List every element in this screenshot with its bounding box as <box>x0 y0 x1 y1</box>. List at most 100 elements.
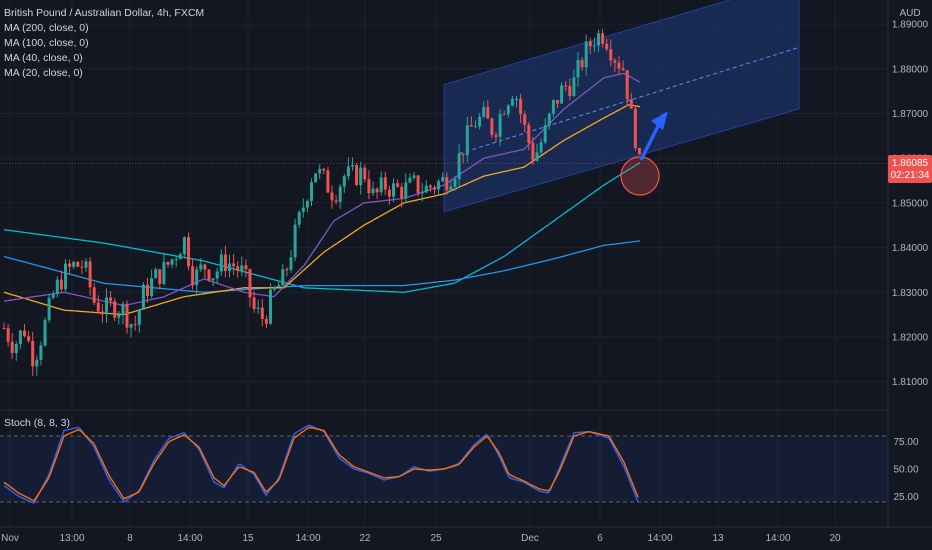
candle-body <box>461 153 465 156</box>
candle-body <box>629 99 633 109</box>
time-tick-label: 13:00 <box>59 533 84 544</box>
candle-body <box>469 125 473 127</box>
candle-body <box>551 100 555 114</box>
stoch-tick-label: 75.00 <box>893 437 918 448</box>
candle-body <box>330 192 334 201</box>
candle-body <box>326 170 330 193</box>
price-tick-label: 1.88000 <box>892 64 929 75</box>
stoch-axis[interactable]: 75.00 50.00 25.00 <box>893 437 918 503</box>
candle-body <box>584 41 588 68</box>
candle-body <box>338 186 342 202</box>
candle-body <box>453 179 457 187</box>
candle-body <box>605 43 609 50</box>
candle-body <box>322 168 326 171</box>
candle-body <box>633 108 637 148</box>
candle-body <box>150 278 154 297</box>
ma-line-2 <box>3 240 641 293</box>
candle-body <box>125 303 129 328</box>
candle-body <box>244 265 248 270</box>
projection-arrow-head[interactable] <box>651 111 668 130</box>
candle-body <box>76 261 80 267</box>
candle-body <box>556 100 559 104</box>
stoch-d-line <box>3 426 639 502</box>
candle-body <box>166 261 170 265</box>
candle-body <box>404 182 408 199</box>
candle-body <box>10 341 14 354</box>
ma-line-1 <box>3 162 641 293</box>
candle-body <box>154 269 158 279</box>
candle-body <box>510 99 514 106</box>
candle-body <box>363 167 367 180</box>
candle-body <box>178 254 182 260</box>
candle-body <box>39 345 43 360</box>
candle-body <box>490 118 494 135</box>
time-axis[interactable]: Nov 13:00 8 14:00 15 14:00 22 25 Dec 6 14:00 13 14:0… <box>1 533 841 544</box>
ma100-legend[interactable]: MA (100, close, 0) <box>4 37 89 49</box>
candle-body <box>260 307 264 319</box>
candle-body <box>72 261 76 267</box>
candle-body <box>84 261 88 268</box>
candle-body <box>252 297 256 309</box>
candle-body <box>355 165 359 186</box>
candle-body <box>105 297 108 315</box>
candle-body <box>129 324 133 328</box>
candle-body <box>80 266 84 268</box>
candle-body <box>474 126 477 128</box>
candle-body <box>223 254 227 271</box>
candle-body <box>638 147 641 155</box>
candle-body <box>445 177 449 191</box>
time-tick-label: Nov <box>1 533 19 544</box>
projection-arrow-shaft[interactable] <box>639 123 661 161</box>
symbol-title[interactable]: British Pound / Australian Dollar, 4h, F… <box>4 7 205 19</box>
candle-body <box>228 263 231 271</box>
candle-body <box>535 152 539 161</box>
candle-body <box>617 62 621 69</box>
candle-body <box>449 186 453 191</box>
candle-body <box>506 105 510 115</box>
candle-body <box>523 114 527 125</box>
channel-median-line[interactable] <box>458 46 800 155</box>
candle-body <box>412 175 416 178</box>
time-tick-label: 14:00 <box>765 533 790 544</box>
candle-body <box>59 279 63 290</box>
candle-body <box>433 187 436 190</box>
candle-body <box>100 311 104 315</box>
candle-body <box>182 237 186 255</box>
candle-body <box>23 330 26 337</box>
candle-body <box>236 266 240 271</box>
candle-body <box>219 254 223 272</box>
candle-body <box>174 259 178 261</box>
candle-body <box>592 45 596 47</box>
candle-body <box>539 142 543 153</box>
candle-body <box>576 60 580 78</box>
price-tick-label: 1.82000 <box>892 332 929 343</box>
candle-body <box>314 173 318 183</box>
candle-body <box>207 269 211 281</box>
candle-body <box>289 257 293 270</box>
price-tick-label: 1.83000 <box>892 288 929 299</box>
highlight-circle[interactable] <box>620 156 660 196</box>
candle-body <box>211 278 215 281</box>
candle-body <box>277 285 281 288</box>
candle-body <box>264 318 268 324</box>
ma20-legend[interactable]: MA (20, close, 0) <box>4 67 83 79</box>
ma40-legend[interactable]: MA (40, close, 0) <box>4 52 83 64</box>
chart-legend: British Pound / Australian Dollar, 4h, F… <box>4 6 204 81</box>
candle-body <box>621 68 625 71</box>
candle-body <box>482 107 486 117</box>
candle-body <box>334 200 338 202</box>
candle-body <box>133 324 137 326</box>
annotations[interactable] <box>620 111 668 196</box>
candle-body <box>609 49 613 61</box>
candle-body <box>31 340 35 367</box>
candle-body <box>18 330 22 344</box>
candle-body <box>55 279 59 294</box>
candle-body <box>68 263 72 267</box>
stoch-legend[interactable]: Stoch (8, 8, 3) <box>4 417 70 429</box>
price-tick-label: 1.89000 <box>892 20 929 31</box>
candle-body <box>92 287 96 303</box>
candle-body <box>428 185 432 188</box>
candle-body <box>146 284 149 297</box>
ma200-legend[interactable]: MA (200, close, 0) <box>4 22 89 34</box>
